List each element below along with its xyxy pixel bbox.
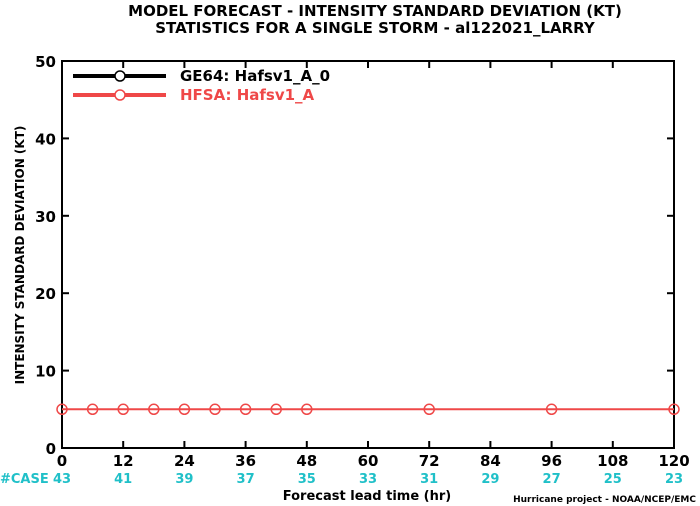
case-count: 25 (604, 472, 622, 487)
data-point (148, 403, 160, 416)
chart-subtitle: STATISTICS FOR A SINGLE STORM - al122021… (155, 19, 596, 37)
x-tick-label: 108 (597, 452, 628, 470)
plot-area (61, 60, 675, 449)
data-point (301, 403, 313, 416)
x-tick-label: 0 (57, 452, 67, 470)
y-tick-label: 50 (35, 53, 56, 71)
case-count: 37 (237, 472, 255, 487)
y-tick-label: 30 (35, 208, 56, 226)
x-tick-label: 84 (480, 452, 501, 470)
y-tick-label: 10 (35, 363, 56, 381)
x-axis-label: Forecast lead time (hr) (283, 489, 451, 504)
legend-marker (114, 89, 126, 101)
x-tick-label: 12 (113, 452, 134, 470)
case-count: 31 (420, 472, 438, 487)
case-count: 23 (665, 472, 683, 487)
case-count: 39 (175, 472, 193, 487)
data-point (239, 403, 252, 416)
x-tick-label: 72 (419, 452, 440, 470)
legend-marker (114, 70, 126, 82)
x-tick-label: 48 (296, 452, 317, 470)
case-count: 29 (481, 472, 499, 487)
data-point (117, 403, 129, 416)
case-counts: #CASE 43 41 39 37 35 33 31 29 27 25 23 (0, 472, 683, 487)
case-count: 43 (53, 472, 71, 487)
y-tick-label: 0 (46, 440, 56, 458)
x-tick-label: 36 (235, 452, 256, 470)
x-tick-label: 60 (358, 452, 379, 470)
plot-frame (61, 60, 675, 449)
data-point (56, 403, 68, 416)
data-point (270, 403, 282, 416)
y-tick-label: 20 (35, 285, 56, 303)
x-axis: 0 12 24 36 48 60 72 84 96 108 120 (57, 61, 690, 470)
case-count: 33 (359, 472, 377, 487)
y-tick-label: 40 (35, 130, 56, 148)
chart-title: MODEL FORECAST - INTENSITY STANDARD DEVI… (128, 2, 622, 20)
data-point (209, 403, 221, 416)
data-point (668, 403, 680, 416)
case-count: 27 (543, 472, 561, 487)
y-axis-label: INTENSITY STANDARD DEVIATION (KT) (13, 126, 27, 385)
data-point (178, 403, 191, 416)
series-layer (56, 403, 680, 416)
credit-text: Hurricane project - NOAA/NCEP/EMC (513, 495, 696, 505)
case-count: 41 (114, 472, 132, 487)
x-tick-label: 24 (174, 452, 195, 470)
x-tick-label: 96 (541, 452, 562, 470)
data-point (86, 403, 99, 416)
data-point (423, 403, 435, 416)
legend-entry: GE64: Hafsv1_A_0 (180, 67, 330, 85)
legend-entry: HFSA: Hafsv1_A (180, 86, 315, 104)
data-point (545, 403, 558, 416)
case-count: 35 (298, 472, 316, 487)
x-tick-label: 120 (658, 452, 689, 470)
case-label: #CASE (0, 472, 49, 487)
y-axis: 0 10 20 30 40 50 (35, 53, 674, 458)
